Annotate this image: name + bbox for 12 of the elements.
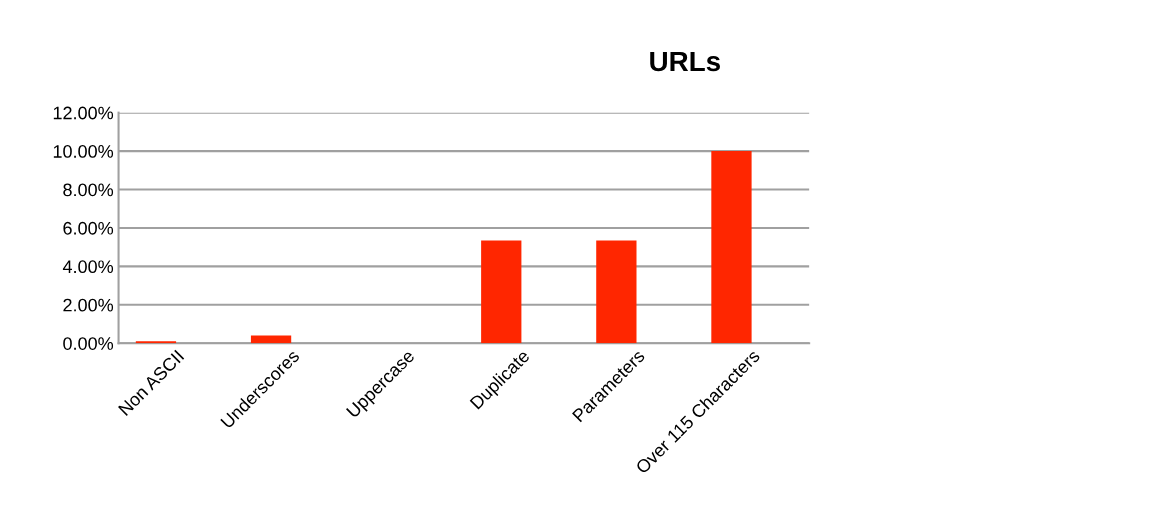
bar bbox=[481, 240, 522, 344]
y-tick-label: 8.00% bbox=[63, 183, 114, 197]
bar bbox=[711, 151, 752, 344]
y-tick-label: 10.00% bbox=[53, 145, 114, 158]
bar bbox=[596, 240, 637, 344]
y-tick-label: 2.00% bbox=[63, 298, 114, 312]
y-tick-label: 0.00% bbox=[63, 337, 114, 350]
chart-title: URLs bbox=[650, 51, 720, 72]
bar bbox=[250, 335, 292, 344]
y-tick-label: 6.00% bbox=[63, 221, 114, 235]
y-tick-label: 4.00% bbox=[62, 260, 114, 274]
y-tick-label: 12.00% bbox=[53, 106, 114, 120]
